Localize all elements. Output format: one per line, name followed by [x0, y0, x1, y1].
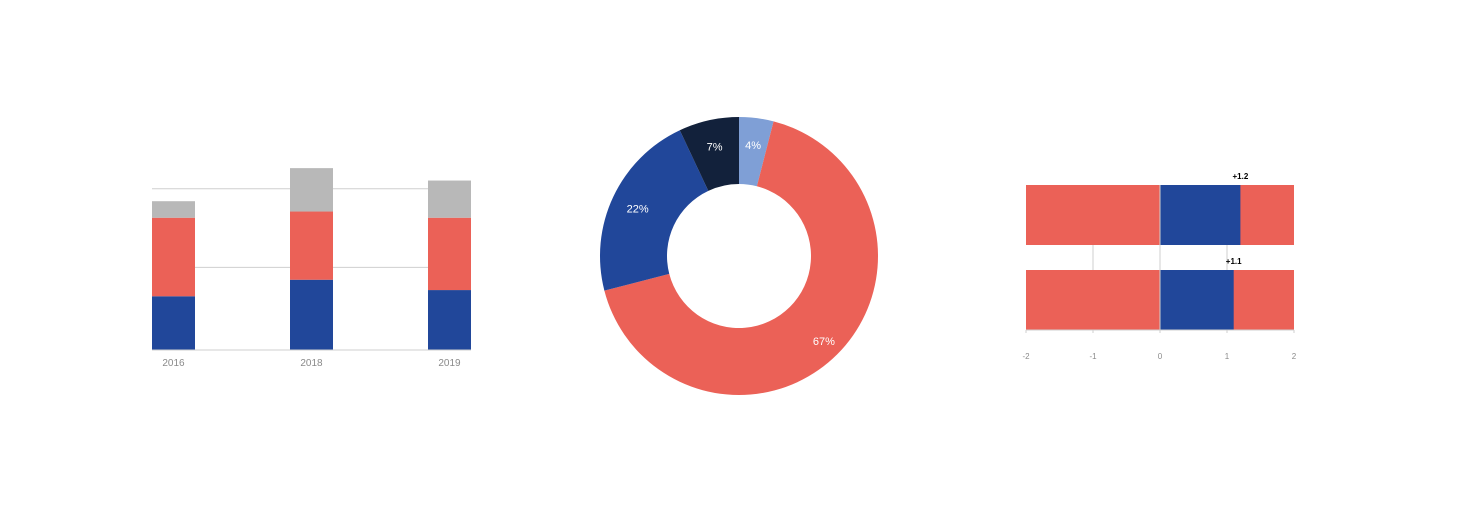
stacked-bar-chart: 2016 2018 2019 [152, 168, 471, 369]
bar-segment [152, 296, 195, 350]
x-tick-label: 2019 [438, 358, 461, 369]
value-label: +1.1 [1226, 257, 1242, 266]
bar-segment [290, 168, 333, 212]
x-tick-label: 1 [1225, 352, 1230, 361]
bar-segment [290, 211, 333, 280]
slice-label: 7% [707, 142, 723, 154]
bar-segment [428, 217, 471, 291]
value-label: +1.2 [1233, 172, 1249, 181]
bar-segment [152, 217, 195, 297]
x-tick-label: 2016 [162, 358, 185, 369]
donut-slice [739, 117, 774, 187]
slice-label: 67% [813, 336, 835, 348]
bar-segment [290, 279, 333, 350]
slice-label: 4% [745, 140, 761, 152]
donut-slice [604, 121, 879, 395]
bar-segment [428, 290, 471, 350]
x-tick-label: 2 [1292, 352, 1297, 361]
slice-label: 22% [627, 203, 649, 215]
x-tick-label: 0 [1158, 352, 1163, 361]
x-tick-label: 2018 [300, 358, 323, 369]
x-tick-label: -2 [1022, 352, 1030, 361]
x-tick-label: -1 [1089, 352, 1097, 361]
value-bar [1160, 185, 1241, 245]
donut-slice [600, 130, 709, 291]
donut-slice [679, 117, 739, 191]
value-bar [1160, 270, 1234, 330]
bar-segment [428, 180, 471, 218]
bar-segment [152, 201, 195, 218]
